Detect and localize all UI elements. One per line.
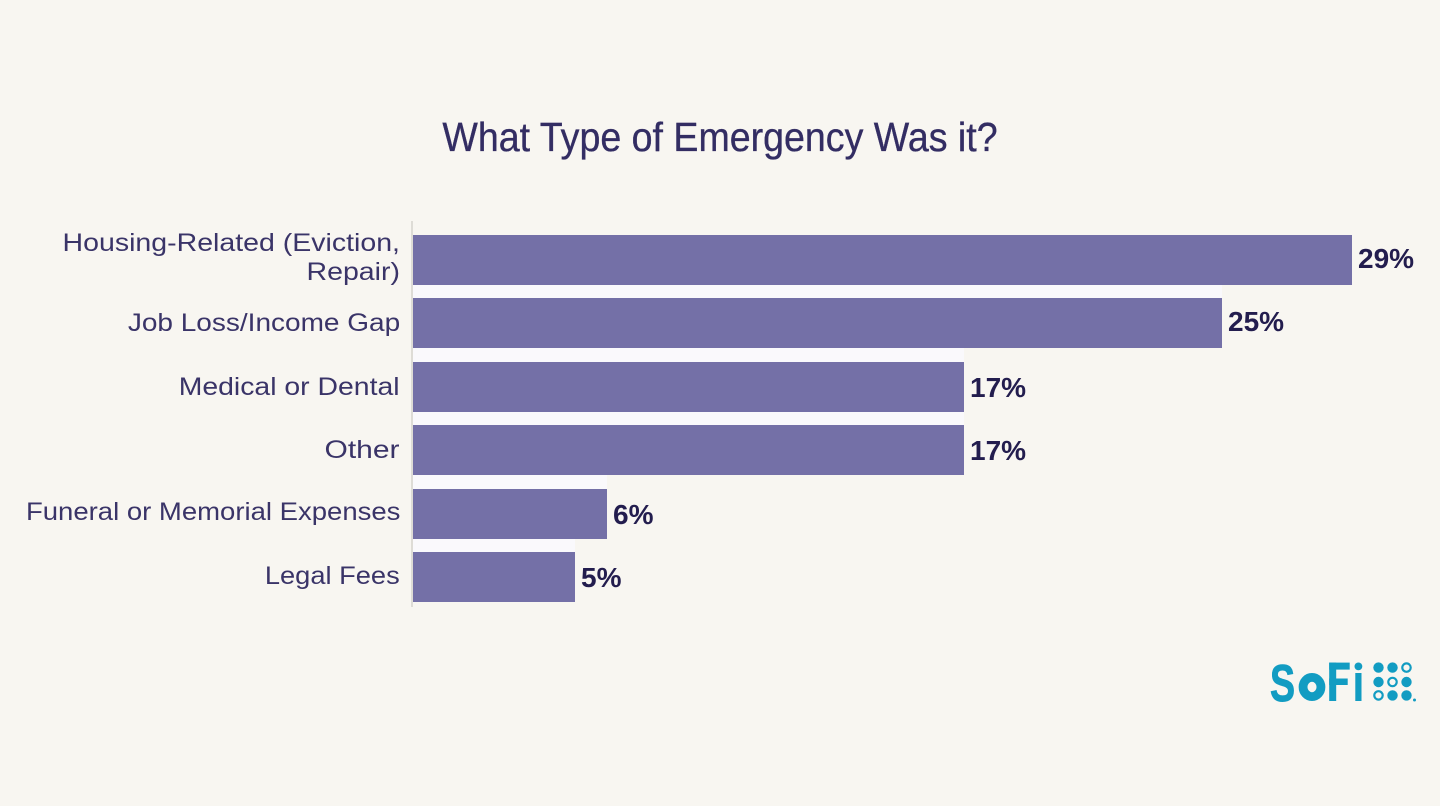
svg-text:S: S (1270, 654, 1295, 706)
